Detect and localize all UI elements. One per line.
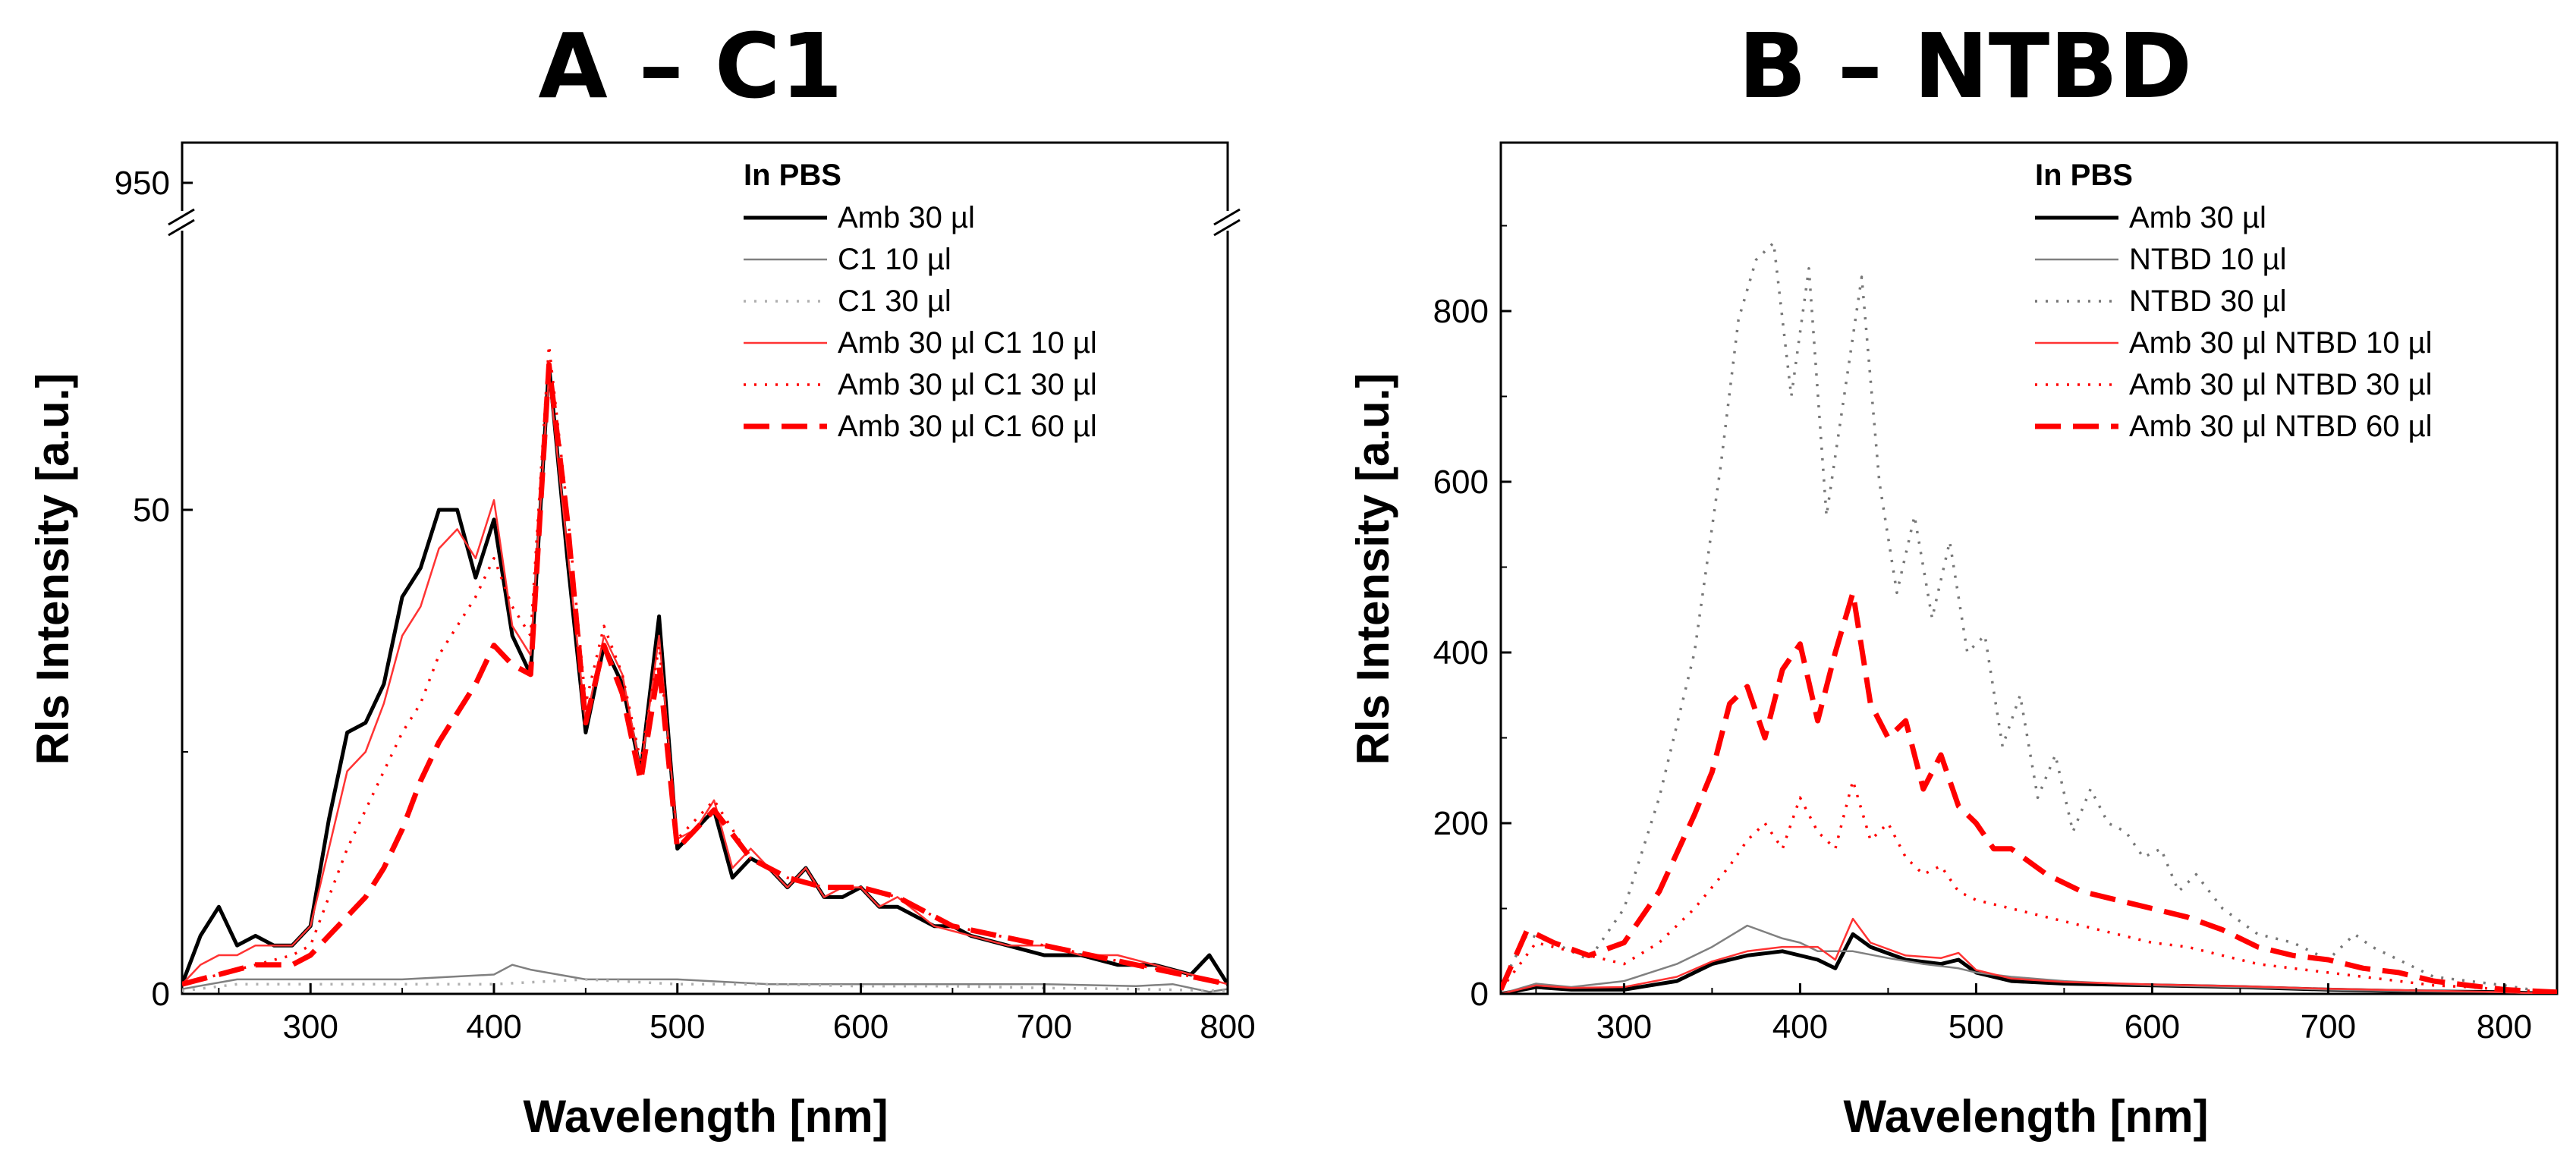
panel-a-series-line-2 [182,964,1228,993]
panel-b-series-line-4 [1501,917,2557,994]
panel-a-legend-label-3: C1 30 µl [838,285,951,318]
panel-b-x-tick-label-300: 300 [1596,1008,1652,1045]
panel-a-x-tick-label-400: 400 [466,1008,521,1045]
panel-b-chart: B – NTBD 300 400 500 600 700 800 0 200 400 600 800… [1348,14,2559,1142]
panel-a-x-tick-label-600: 600 [833,1008,889,1045]
panel-b-x-tick-label-400: 400 [1772,1008,1828,1045]
panel-b-y-tick-label-600: 600 [1433,464,1489,501]
panel-b-x-axis-label: Wavelength [nm] [1843,1091,2208,1142]
panel-a-x-tick-label-500: 500 [650,1008,705,1045]
panel-a-y-tick-label-50: 50 [133,492,170,529]
panel-b-series-layer [1501,241,2557,994]
panel-b-x-tick-label-600: 600 [2125,1008,2180,1045]
panel-a-x-axis-label: Wavelength [nm] [523,1091,888,1142]
panel-a-legend-label-4: Amb 30 µl C1 10 µl [838,326,1097,360]
panel-a-x-tick-label-800: 800 [1200,1008,1255,1045]
panel-a-chart: A – C1 300 400 500 600 700 800 0 50 950 Waveleng… [27,14,1256,1142]
panel-a-plot-frame [181,141,1229,995]
panel-a-x-tick-label-300: 300 [283,1008,338,1045]
panel-a-legend-title: In PBS [744,159,841,192]
panel-b-y-tick-label-200: 200 [1433,805,1489,842]
panel-b-legend-label-5: Amb 30 µl NTBD 30 µl [2129,368,2433,401]
panel-b-legend-title: In PBS [2035,159,2133,192]
panel-b-legend-label-4: Amb 30 µl NTBD 10 µl [2129,326,2433,360]
panel-b-legend: In PBS Amb 30 µl NTBD 10 µl NTBD 30 µl Amb … [2035,159,2433,443]
panel-b-series-line-6 [1501,590,2557,994]
panel-b-legend-label-3: NTBD 30 µl [2129,285,2287,318]
panel-a-series-line-6 [182,362,1228,987]
panel-b-x-tick-label-700: 700 [2301,1008,2356,1045]
panel-a-y-tick-label-0: 0 [152,976,170,1013]
panel-b-y-tick-label-0: 0 [1470,976,1489,1013]
panel-b-plot-frame [1499,141,2559,995]
panel-a-legend-label-1: Amb 30 µl [838,201,975,234]
panel-b-x-tick-label-500: 500 [1949,1008,2004,1045]
panel-a-x-tick-label-700: 700 [1017,1008,1072,1045]
panel-a-y-axis-label: Rls Intensity [a.u.] [27,373,78,766]
panel-b-legend-label-1: Amb 30 µl [2129,201,2266,234]
panel-b-y-tick-label-800: 800 [1433,293,1489,330]
panel-b-legend-label-2: NTBD 10 µl [2129,243,2287,276]
panel-a-legend-label-5: Amb 30 µl C1 30 µl [838,368,1097,401]
panel-b-series-line-5 [1501,779,2557,994]
panel-b-ticks: 300 400 500 600 700 800 0 200 400 600 800 [1433,225,2532,1045]
panel-b-y-axis-label: Rls Intensity [a.u.] [1348,373,1398,766]
panel-a-legend-label-2: C1 10 µl [838,243,951,276]
panel-a-series-line-4 [182,373,1228,986]
panel-b-series-line-1 [1501,932,2557,994]
panel-a-axis-break [168,208,1241,237]
panel-a-title: A – C1 [538,14,842,118]
panel-a-y-tick-label-950: 950 [115,165,170,202]
panel-a-legend-label-6: Amb 30 µl C1 60 µl [838,410,1097,443]
panel-b-legend-label-6: Amb 30 µl NTBD 60 µl [2129,410,2433,443]
panel-a-legend: In PBS Amb 30 µl C1 10 µl C1 30 µl Amb 30 µ… [744,159,1097,443]
panel-b-x-tick-label-800: 800 [2477,1008,2532,1045]
panel-a-series-line-1 [182,363,1228,986]
panel-a-ticks: 300 400 500 600 700 800 0 50 950 [115,165,1256,1045]
panel-b-title: B – NTBD [1738,14,2192,118]
panel-b-y-tick-label-400: 400 [1433,634,1489,671]
